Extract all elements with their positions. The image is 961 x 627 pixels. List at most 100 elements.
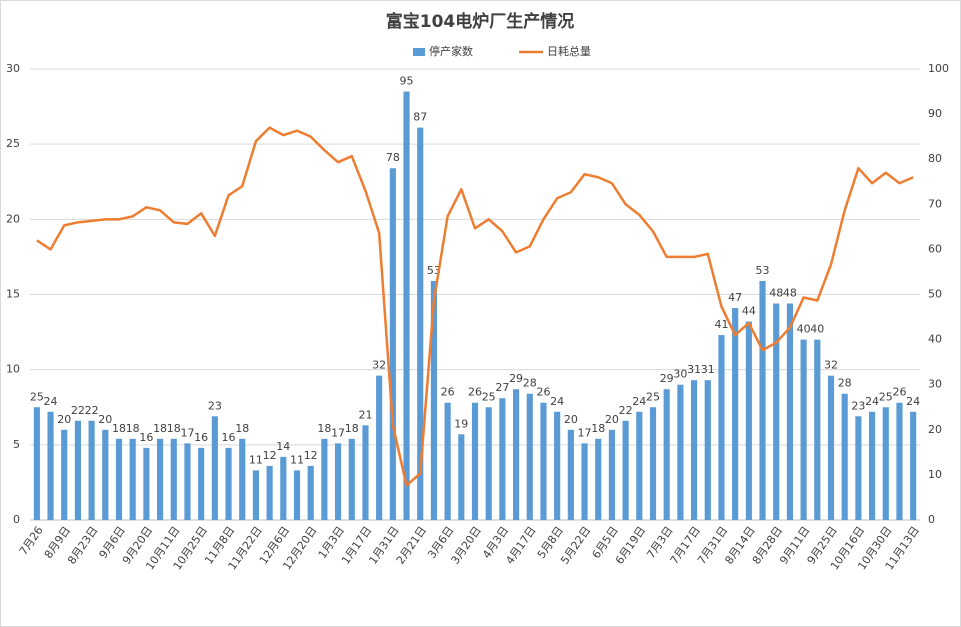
bar <box>581 443 588 520</box>
bar <box>170 438 177 520</box>
data-label: 24 <box>906 395 920 408</box>
data-label: 26 <box>441 386 455 399</box>
data-label: 32 <box>824 359 838 372</box>
data-label: 18 <box>591 422 605 435</box>
bar <box>88 420 95 520</box>
bar <box>814 339 821 520</box>
bar <box>225 447 232 520</box>
data-label: 11 <box>249 453 263 466</box>
data-label: 28 <box>523 377 537 390</box>
bar <box>608 429 616 520</box>
data-label: 12 <box>304 449 318 462</box>
bar <box>896 402 903 520</box>
bar <box>458 434 465 520</box>
y2-tick-label: 90 <box>928 107 942 120</box>
bar <box>239 438 246 520</box>
data-label: 26 <box>892 386 906 399</box>
data-label: 16 <box>222 431 236 444</box>
bar <box>417 127 424 520</box>
data-label: 21 <box>358 408 372 421</box>
y2-tick-label: 80 <box>928 152 942 165</box>
data-label: 48 <box>769 287 783 300</box>
bar <box>567 429 574 520</box>
data-label: 17 <box>331 426 345 439</box>
bar <box>129 438 136 520</box>
data-label: 29 <box>660 372 674 385</box>
bar <box>61 429 68 520</box>
bar <box>471 402 479 520</box>
bar <box>252 470 260 520</box>
bar <box>444 402 451 520</box>
data-label: 18 <box>126 422 140 435</box>
bar <box>827 375 835 520</box>
bar <box>143 447 150 520</box>
legend-label: 日耗总量 <box>547 44 591 58</box>
y2-tick-label: 30 <box>928 378 942 391</box>
data-label: 30 <box>673 368 687 381</box>
bar <box>485 407 492 520</box>
data-label: 40 <box>797 323 811 336</box>
data-label: 14 <box>276 440 290 453</box>
data-label: 26 <box>536 386 550 399</box>
data-label: 16 <box>194 431 208 444</box>
data-label: 24 <box>632 395 646 408</box>
data-label: 20 <box>98 413 112 426</box>
bar <box>732 308 739 520</box>
data-label: 17 <box>578 426 592 439</box>
line <box>36 126 914 487</box>
bar <box>540 402 547 520</box>
data-label: 23 <box>851 399 865 412</box>
bar <box>690 380 698 520</box>
data-label: 23 <box>208 399 222 412</box>
bar <box>430 280 438 520</box>
data-label: 27 <box>495 381 509 394</box>
bar <box>33 407 40 520</box>
bar <box>882 407 889 520</box>
data-label: 12 <box>263 449 277 462</box>
bar <box>663 389 670 520</box>
bar <box>280 456 287 520</box>
data-label: 78 <box>386 151 400 164</box>
data-label: 44 <box>742 305 756 318</box>
data-label: 41 <box>714 318 728 331</box>
data-label: 95 <box>400 75 414 88</box>
y-tick-label: 15 <box>6 288 20 301</box>
data-label: 25 <box>482 390 496 403</box>
y-tick-label: 0 <box>13 513 20 526</box>
data-label: 20 <box>57 413 71 426</box>
data-label: 31 <box>701 363 715 376</box>
bar <box>321 438 328 520</box>
bar <box>376 375 383 520</box>
bar <box>211 416 218 520</box>
y-tick-label: 25 <box>6 137 20 150</box>
bar <box>362 425 369 520</box>
data-label: 29 <box>509 372 523 385</box>
bar <box>526 393 533 520</box>
data-label: 18 <box>317 422 331 435</box>
bar <box>786 303 794 520</box>
data-label: 22 <box>71 404 85 417</box>
data-label: 16 <box>139 431 153 444</box>
data-label: 26 <box>468 386 482 399</box>
data-label: 48 <box>783 287 797 300</box>
y2-tick-label: 70 <box>928 197 942 210</box>
bar <box>636 411 643 520</box>
bar <box>595 438 602 520</box>
data-label: 28 <box>838 377 852 390</box>
y2-tick-label: 40 <box>928 333 942 346</box>
bar <box>841 393 848 520</box>
bar <box>512 389 520 520</box>
bar <box>855 416 862 520</box>
data-label: 22 <box>619 404 633 417</box>
legend-label: 停产家数 <box>429 44 473 58</box>
data-label: 20 <box>605 413 619 426</box>
bar <box>800 339 807 520</box>
y-tick-label: 5 <box>13 438 20 451</box>
data-label: 25 <box>879 390 893 403</box>
y2-tick-label: 50 <box>928 288 942 301</box>
data-label: 25 <box>646 390 660 403</box>
bar <box>198 447 205 520</box>
data-label: 18 <box>235 422 249 435</box>
data-label: 20 <box>564 413 578 426</box>
